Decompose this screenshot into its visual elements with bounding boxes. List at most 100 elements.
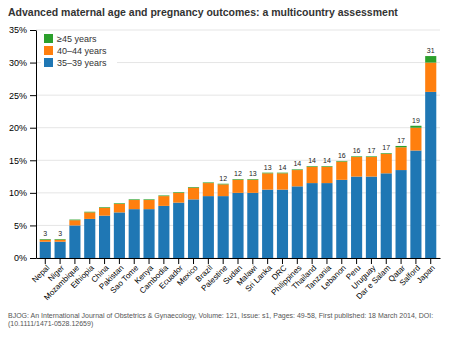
grid-line [36,95,440,96]
bar [366,177,377,258]
bar [381,154,392,174]
bar-annotation: 3 [58,230,62,237]
legend-swatch [44,34,53,43]
bar [351,156,362,158]
bar [381,153,392,155]
bar [366,156,377,158]
grid-line [36,127,440,128]
bar [84,211,95,213]
bar [114,203,125,205]
x-tick-line [430,258,431,264]
y-tick-label: 5% [14,221,27,231]
bar [114,204,125,212]
bar [55,240,66,242]
bar-annotation: 16 [338,152,346,159]
x-tick-line [297,258,298,264]
legend-background [41,32,117,70]
bar [277,173,288,189]
bar [425,56,436,63]
legend-label: 40–44 years [57,46,107,56]
x-tick-line [134,258,135,264]
bar [158,206,169,258]
bar [321,166,332,168]
bar-annotation: 14 [323,157,331,164]
grid-line [36,30,440,31]
bar [84,219,95,258]
bar [381,173,392,258]
y-tick: 25% [9,91,36,101]
bars [40,56,437,258]
x-tick-line [223,258,224,264]
legend-entry: ≥45 years [44,34,97,44]
y-tick: 10% [9,188,36,198]
x-tick-line [252,258,253,264]
y-tick: 15% [9,156,36,166]
bar [173,203,184,258]
bar [114,212,125,258]
bar [247,180,258,193]
y-tick-label: 15% [9,156,27,166]
legend-swatch [44,58,53,67]
bar [396,147,407,170]
bar [69,220,80,225]
bar-annotation: 17 [368,147,376,154]
bar [218,184,229,196]
x-tick-line [89,258,90,264]
bar [396,170,407,258]
bar [262,172,273,174]
x-tick-line [238,258,239,264]
bar [40,239,51,241]
x-tick-line [356,258,357,264]
x-tick-line [60,258,61,264]
bar-annotation: 13 [264,164,272,171]
bar [232,193,243,258]
y-tick-line [30,30,36,31]
bar [129,199,140,201]
bar [307,167,318,183]
x-tick-line [282,258,283,264]
y-axis-line [36,31,37,259]
bar [84,212,95,219]
y-tick-line [30,193,36,194]
bar [158,196,169,206]
legend-swatch [44,46,53,55]
bar [396,146,407,147]
bar [247,193,258,258]
x-tick: Dar e Salam [355,258,393,301]
bar-annotation: 16 [353,147,361,154]
bar [307,183,318,258]
footnote: BJOG: An International Journal of Obstet… [8,312,433,328]
chart-title: Advanced maternal age and pregnancy outc… [8,6,398,18]
x-tick-line [371,258,372,264]
legend-label: ≥45 years [57,34,97,44]
y-tick-label: 30% [9,58,27,68]
bar-annotation: 17 [397,137,405,144]
bar [218,183,229,185]
bar [55,242,66,258]
bar [321,183,332,258]
x-tick: Mexico [175,258,200,288]
bar [262,190,273,258]
bar [203,182,214,184]
bar [99,208,110,216]
y-tick: 0% [14,253,36,263]
bar [158,195,169,197]
bar [232,179,243,181]
bar-annotation: 14 [293,160,301,167]
y-tick-label: 0% [14,253,27,263]
bar [232,180,243,193]
x-tick-line [267,258,268,264]
y-tick-line [30,160,36,161]
x-tick-line [45,258,46,264]
y-axis: 0%5%10%15%20%25%30%35% [9,25,37,263]
bar-annotation: 3 [43,230,47,237]
bar [410,126,421,128]
bar [143,209,154,258]
legend-label: 35–39 years [57,58,107,68]
bar-annotation: 14 [308,157,316,164]
bar [40,242,51,258]
y-tick-label: 20% [9,123,27,133]
x-tick-line [193,258,194,264]
bar [40,240,51,242]
footnote-line: BJOG: An International Journal of Obstet… [8,312,433,320]
